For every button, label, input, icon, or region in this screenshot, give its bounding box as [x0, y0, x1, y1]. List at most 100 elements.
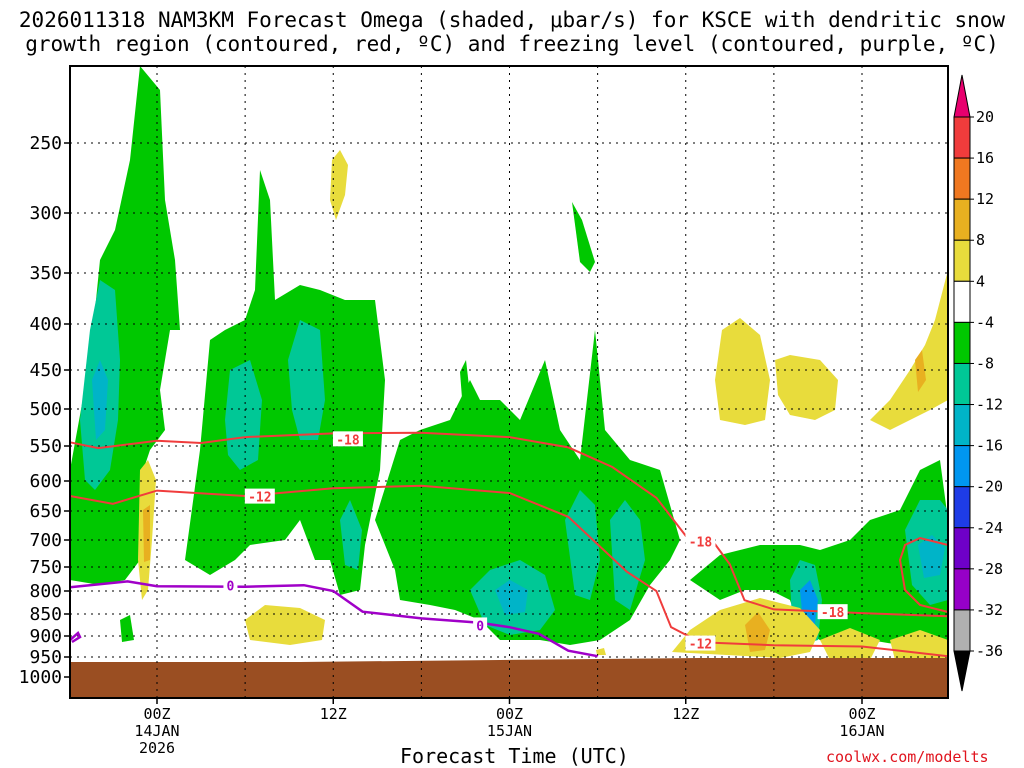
colorbar-label: 20 [976, 108, 994, 126]
x-tick-label: 2026 [139, 739, 175, 757]
colorbar-label: -20 [976, 478, 1003, 496]
y-tick-label: 550 [29, 436, 62, 457]
x-tick-label: 00Z [848, 705, 875, 723]
y-tick-label: 250 [29, 133, 62, 154]
y-tick-label: 400 [29, 314, 62, 335]
contour-label-bg [244, 488, 275, 504]
x-tick-label: 00Z [143, 705, 170, 723]
x-tick-label: 00Z [496, 705, 523, 723]
freezing-level-contour-small [69, 630, 82, 644]
x-tick-label: 12Z [320, 705, 347, 723]
omega-core-7 [610, 500, 645, 610]
colorbar-box [953, 362, 971, 406]
y-tick-label: 500 [29, 399, 62, 420]
omega-region-upper-small [572, 202, 595, 272]
contour-label: 0 [476, 619, 484, 634]
contour-label: -12 [689, 638, 712, 653]
omega-region-center [375, 330, 680, 645]
colorbar-box [953, 239, 971, 282]
y-tick-label: 850 [29, 604, 62, 625]
omega-positive-3 [245, 605, 325, 645]
colorbar-box [953, 280, 971, 323]
y-tick-label: 1000 [19, 667, 62, 688]
omega-positive-2b [143, 505, 150, 562]
contour-label-bg [685, 533, 716, 549]
omega-core-6 [565, 490, 600, 600]
omega-core-2 [225, 360, 262, 470]
colorbar-label: 16 [976, 149, 994, 167]
y-tick-label: 650 [29, 501, 62, 522]
dgz-lower-contour [69, 484, 949, 658]
grid-lines [70, 66, 948, 698]
x-tick-label: 12Z [672, 705, 699, 723]
colorbar-label: 8 [976, 231, 985, 249]
x-tick-label: 14JAN [134, 722, 179, 740]
omega-positive-6 [870, 270, 948, 430]
y-tick-label: 700 [29, 530, 62, 551]
x-tick-label: 16JAN [839, 722, 884, 740]
contour-lines [69, 431, 949, 658]
contour-label-bg [817, 604, 848, 620]
contour-label-bg [332, 431, 363, 447]
omega-core-5b [495, 580, 528, 615]
omega-core-3 [288, 320, 325, 440]
omega-region-small-3 [120, 615, 134, 642]
contour-label-bg [223, 577, 238, 593]
y-tick-label: 950 [29, 647, 62, 668]
omega-colorbar: 20 16 12 8 4 -4 -8 -12 -16 -20 -24 -28 -32 -36 [953, 74, 1003, 692]
omega-core-4 [340, 500, 362, 570]
credit-text: coolwx.com/modelts [826, 748, 989, 766]
colorbar-label: -28 [976, 560, 1003, 578]
dgz-upper-contour [69, 431, 949, 618]
y-tick-label: 450 [29, 360, 62, 381]
contour-label-bg [685, 635, 716, 651]
y-tick-label: 900 [29, 626, 62, 647]
colorbar-label: -12 [976, 396, 1003, 414]
omega-region-right [690, 460, 948, 650]
dgz-right-loop [898, 536, 949, 613]
colorbar-label: -36 [976, 642, 1003, 660]
omega-positive-4 [715, 318, 770, 425]
colorbar-top-extension [953, 74, 971, 118]
colorbar-label: -8 [976, 354, 994, 372]
omega-core-1b [92, 360, 108, 440]
colorbar-label: 12 [976, 190, 994, 208]
contour-label-group: -18 -12 -18 -12 -18 0 0 [223, 431, 848, 653]
x-axis-title: Forecast Time (UTC) [400, 744, 629, 768]
colorbar-box [953, 609, 971, 652]
omega-positive-10 [596, 648, 606, 655]
y-axis-ticks: 2503003504004505005506006507007508008509… [19, 133, 70, 688]
colorbar-box [953, 404, 971, 447]
y-tick-label: 300 [29, 203, 62, 224]
contour-label: -18 [821, 606, 845, 621]
colorbar-label: 4 [976, 272, 985, 290]
colorbar-box [953, 116, 971, 159]
x-tick-label: 15JAN [487, 722, 532, 740]
colorbar-label: -4 [976, 313, 994, 331]
omega-positive-6b [915, 350, 926, 392]
y-tick-label: 750 [29, 557, 62, 578]
colorbar-box [953, 445, 971, 488]
colorbar-box [953, 198, 971, 241]
freezing-level-contour [69, 580, 598, 658]
chart-title-line2: growth region (contoured, red, ºC) and f… [25, 32, 999, 56]
contour-label-bg [473, 617, 488, 633]
colorbar-box [953, 486, 971, 529]
colorbar-box [953, 527, 971, 570]
omega-positive-9 [890, 630, 948, 660]
ground-surface [70, 658, 948, 698]
contour-label: -18 [336, 433, 360, 448]
omega-positive-7b [745, 612, 770, 652]
colorbar-label: -16 [976, 437, 1003, 455]
colorbar-label: -32 [976, 601, 1003, 619]
contour-label: 0 [227, 580, 235, 595]
y-tick-label: 800 [29, 581, 62, 602]
colorbar-box [953, 321, 971, 364]
omega-positive-5 [775, 355, 838, 420]
contour-label: -12 [248, 491, 271, 506]
colorbar-box [953, 568, 971, 611]
y-tick-label: 600 [29, 471, 62, 492]
omega-positive-1 [330, 150, 348, 220]
